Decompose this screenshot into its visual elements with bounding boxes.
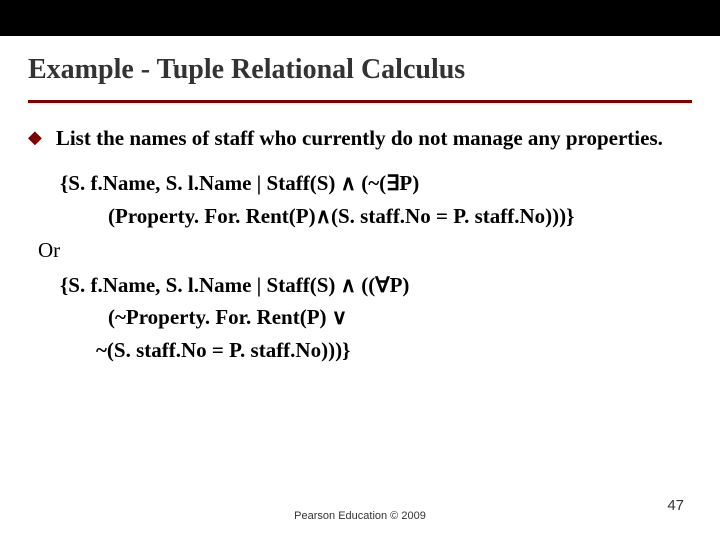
- title-area: Example - Tuple Relational Calculus: [0, 36, 720, 92]
- slide-content: ◆ List the names of staff who currently …: [0, 103, 720, 364]
- diamond-bullet-icon: ◆: [28, 127, 42, 148]
- footer-text: Pearson Education © 2009: [0, 510, 720, 522]
- formula1-line1: {S. f.Name, S. l.Name | Staff(S) ∧ (~(∃P…: [60, 169, 692, 197]
- bullet-text: List the names of staff who currently do…: [56, 125, 663, 151]
- formula1-line2: (Property. For. Rent(P)∧(S. staff.No = P…: [108, 202, 692, 230]
- top-black-bar: [0, 0, 720, 36]
- formula2-line3: ~(S. staff.No = P. staff.No)))}: [96, 336, 692, 364]
- page-number: 47: [667, 497, 684, 514]
- formula2-line1: {S. f.Name, S. l.Name | Staff(S) ∧ ((∀P): [60, 271, 692, 299]
- or-label: Or: [38, 238, 692, 263]
- formula2-line2: (~Property. For. Rent(P) ∨: [108, 303, 692, 331]
- bullet-row: ◆ List the names of staff who currently …: [28, 125, 692, 151]
- slide-title: Example - Tuple Relational Calculus: [28, 54, 692, 86]
